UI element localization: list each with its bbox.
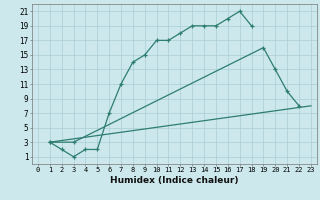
X-axis label: Humidex (Indice chaleur): Humidex (Indice chaleur)	[110, 176, 239, 185]
